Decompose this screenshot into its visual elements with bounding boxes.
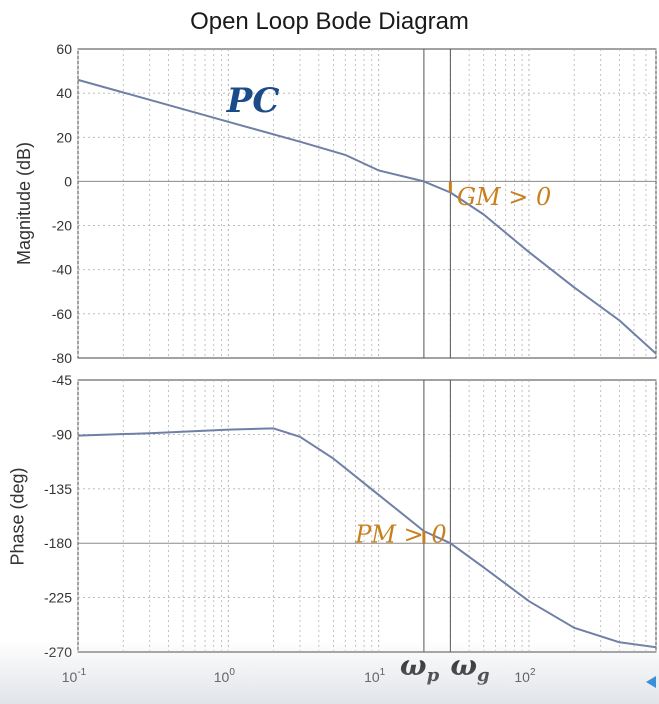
magnitude-ytick-label: -80 bbox=[52, 350, 72, 366]
xtick-label: 100 bbox=[214, 667, 236, 685]
magnitude-axes-frame bbox=[77, 48, 657, 359]
magnitude-ytick-label: 40 bbox=[56, 85, 72, 101]
magnitude-ytick-label: 60 bbox=[56, 41, 72, 57]
magnitude-curve bbox=[77, 78, 657, 355]
phase-axes-frame bbox=[77, 379, 657, 653]
phase-ytick-label: -270 bbox=[44, 644, 72, 660]
magnitude-ytick-label: -20 bbox=[52, 218, 72, 234]
phase-ytick-label: -225 bbox=[44, 590, 72, 606]
phase-ytick-label: -135 bbox=[44, 481, 72, 497]
omega-p-label: ωp bbox=[400, 649, 440, 686]
phase-ytick-label: -45 bbox=[52, 372, 72, 388]
xtick-label: 101 bbox=[364, 667, 386, 685]
pm-annotation: PM > 0 bbox=[354, 520, 446, 548]
magnitude-ytick-label: 0 bbox=[64, 173, 72, 189]
xtick-label: 10-1 bbox=[62, 667, 87, 685]
player-arrow-icon bbox=[646, 676, 656, 688]
gm-annotation: GM > 0 bbox=[457, 183, 551, 211]
phase-panel: -45 -90 -135 -180 -225 -270 bbox=[44, 372, 657, 660]
magnitude-ytick-label: -60 bbox=[52, 306, 72, 322]
magnitude-ytick-label: -40 bbox=[52, 262, 72, 278]
omega-g-label: ωg bbox=[450, 649, 489, 686]
xtick-label: 102 bbox=[514, 667, 536, 685]
phase-ytick-label: -90 bbox=[52, 426, 72, 442]
phase-ytick-label: -180 bbox=[44, 535, 72, 551]
magnitude-panel: 60 40 20 0 -20 -40 -60 -80 bbox=[52, 41, 657, 366]
chart-title: Open Loop Bode Diagram bbox=[190, 8, 469, 35]
phase-curve bbox=[77, 427, 657, 649]
magnitude-ytick-label: 20 bbox=[56, 129, 72, 145]
pc-label: PC bbox=[226, 81, 280, 121]
